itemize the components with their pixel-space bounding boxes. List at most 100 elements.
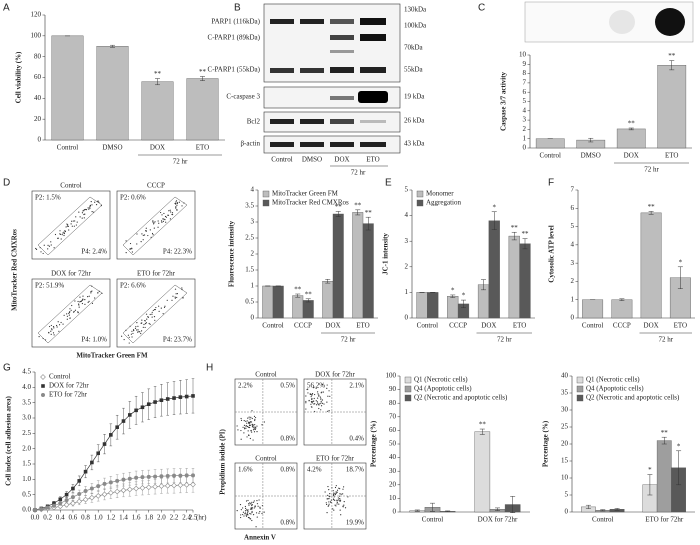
event-dot [240,509,242,511]
event-dot [319,396,322,398]
bar [582,299,604,319]
bar [611,299,633,319]
band [360,142,386,147]
event-dot [252,426,255,428]
error-bar [414,509,420,512]
point [45,505,50,510]
event-dot [326,512,328,514]
event-dot [153,222,155,224]
size-marker: 26 kDa [404,117,425,125]
point [52,501,56,506]
event-dot [73,225,75,227]
event-dot [326,387,328,389]
event-dot [85,209,88,211]
event-dot [326,410,329,412]
event-dot [334,504,336,506]
event-dot [135,326,137,328]
blot-row-label: PARP1 (116kDa) [211,18,260,26]
event-dot [77,300,79,303]
error-bar [600,509,606,512]
event-dot [317,402,319,404]
event-dot [247,426,250,428]
y-tick-label: 5 [571,222,575,230]
event-dot [246,420,248,422]
event-dot [66,223,68,225]
event-dot [259,506,261,508]
event-dot [305,402,307,404]
event-dot [250,507,252,509]
event-dot [340,493,342,495]
blot-row-label: Bcl2 [247,118,261,126]
event-dot [154,319,156,321]
y-tick-label: 2.5 [245,234,254,242]
event-dot [128,336,130,338]
event-dot [142,234,144,236]
event-dot [338,503,340,505]
error-bar [335,211,341,217]
event-dot [57,237,59,239]
event-dot [249,424,252,426]
size-marker: 55kDa [404,66,424,74]
event-dot [339,509,341,511]
event-dot [321,383,324,385]
x-tick-label: ETO for 72hr [645,516,684,524]
event-dot [53,334,55,336]
event-dot [245,514,247,516]
event-dot [335,505,337,507]
event-dot [251,507,253,509]
y-tick-label: 8 [523,69,527,77]
y-tick-label: 4 [405,211,409,219]
x-tick-label: 0.4 [56,514,65,522]
error-bar [445,510,451,512]
event-dot [154,221,156,223]
band [330,96,354,100]
legend-swatch [404,385,412,393]
event-dot [250,431,253,433]
dot [655,8,685,36]
event-dot [94,201,96,203]
error-bar [522,238,528,250]
event-dot [160,307,162,309]
significance: ** [668,52,676,60]
event-dot [257,505,259,507]
event-dot [311,398,313,401]
event-dot [73,311,75,313]
event-dot [69,317,71,319]
significance: ** [154,70,162,78]
event-dot [312,387,315,389]
event-dot [254,424,256,426]
event-dot [128,342,130,344]
gate-label: P2: 0.6% [120,194,146,202]
event-dot [333,494,335,496]
event-dot [76,221,78,223]
blot-row-label: β-actin [241,140,261,148]
bar [416,292,428,319]
event-dot [149,229,151,231]
bar [272,285,284,319]
x-tick-label: 1.6 [132,514,141,522]
event-dot [245,507,247,509]
legend-label: Q2 (Necrotic and apoptotic cells) [414,394,508,402]
y-tick-label: 4.5 [22,368,31,376]
event-dot [81,299,83,302]
event-dot [35,248,38,250]
bar [352,212,364,319]
event-dot [310,403,312,405]
event-dot [66,313,68,315]
error-bar [479,428,485,435]
event-dot [158,310,160,312]
x-tick-label: DOX [644,322,659,330]
event-dot [239,503,242,506]
band [300,68,324,73]
size-marker: 130kDa [404,6,427,14]
event-dot [77,303,80,305]
legend-marker [40,374,46,380]
event-dot [161,221,163,223]
band [270,142,294,147]
western-blot: B PARP1 (116kDa) C-PARP1 (89kDa) C-PARP1… [208,3,428,177]
quadrant-label: 0.5% [280,382,295,390]
y-tick-label: 0 [38,136,42,144]
event-dot [322,391,325,393]
event-dot [143,234,146,236]
